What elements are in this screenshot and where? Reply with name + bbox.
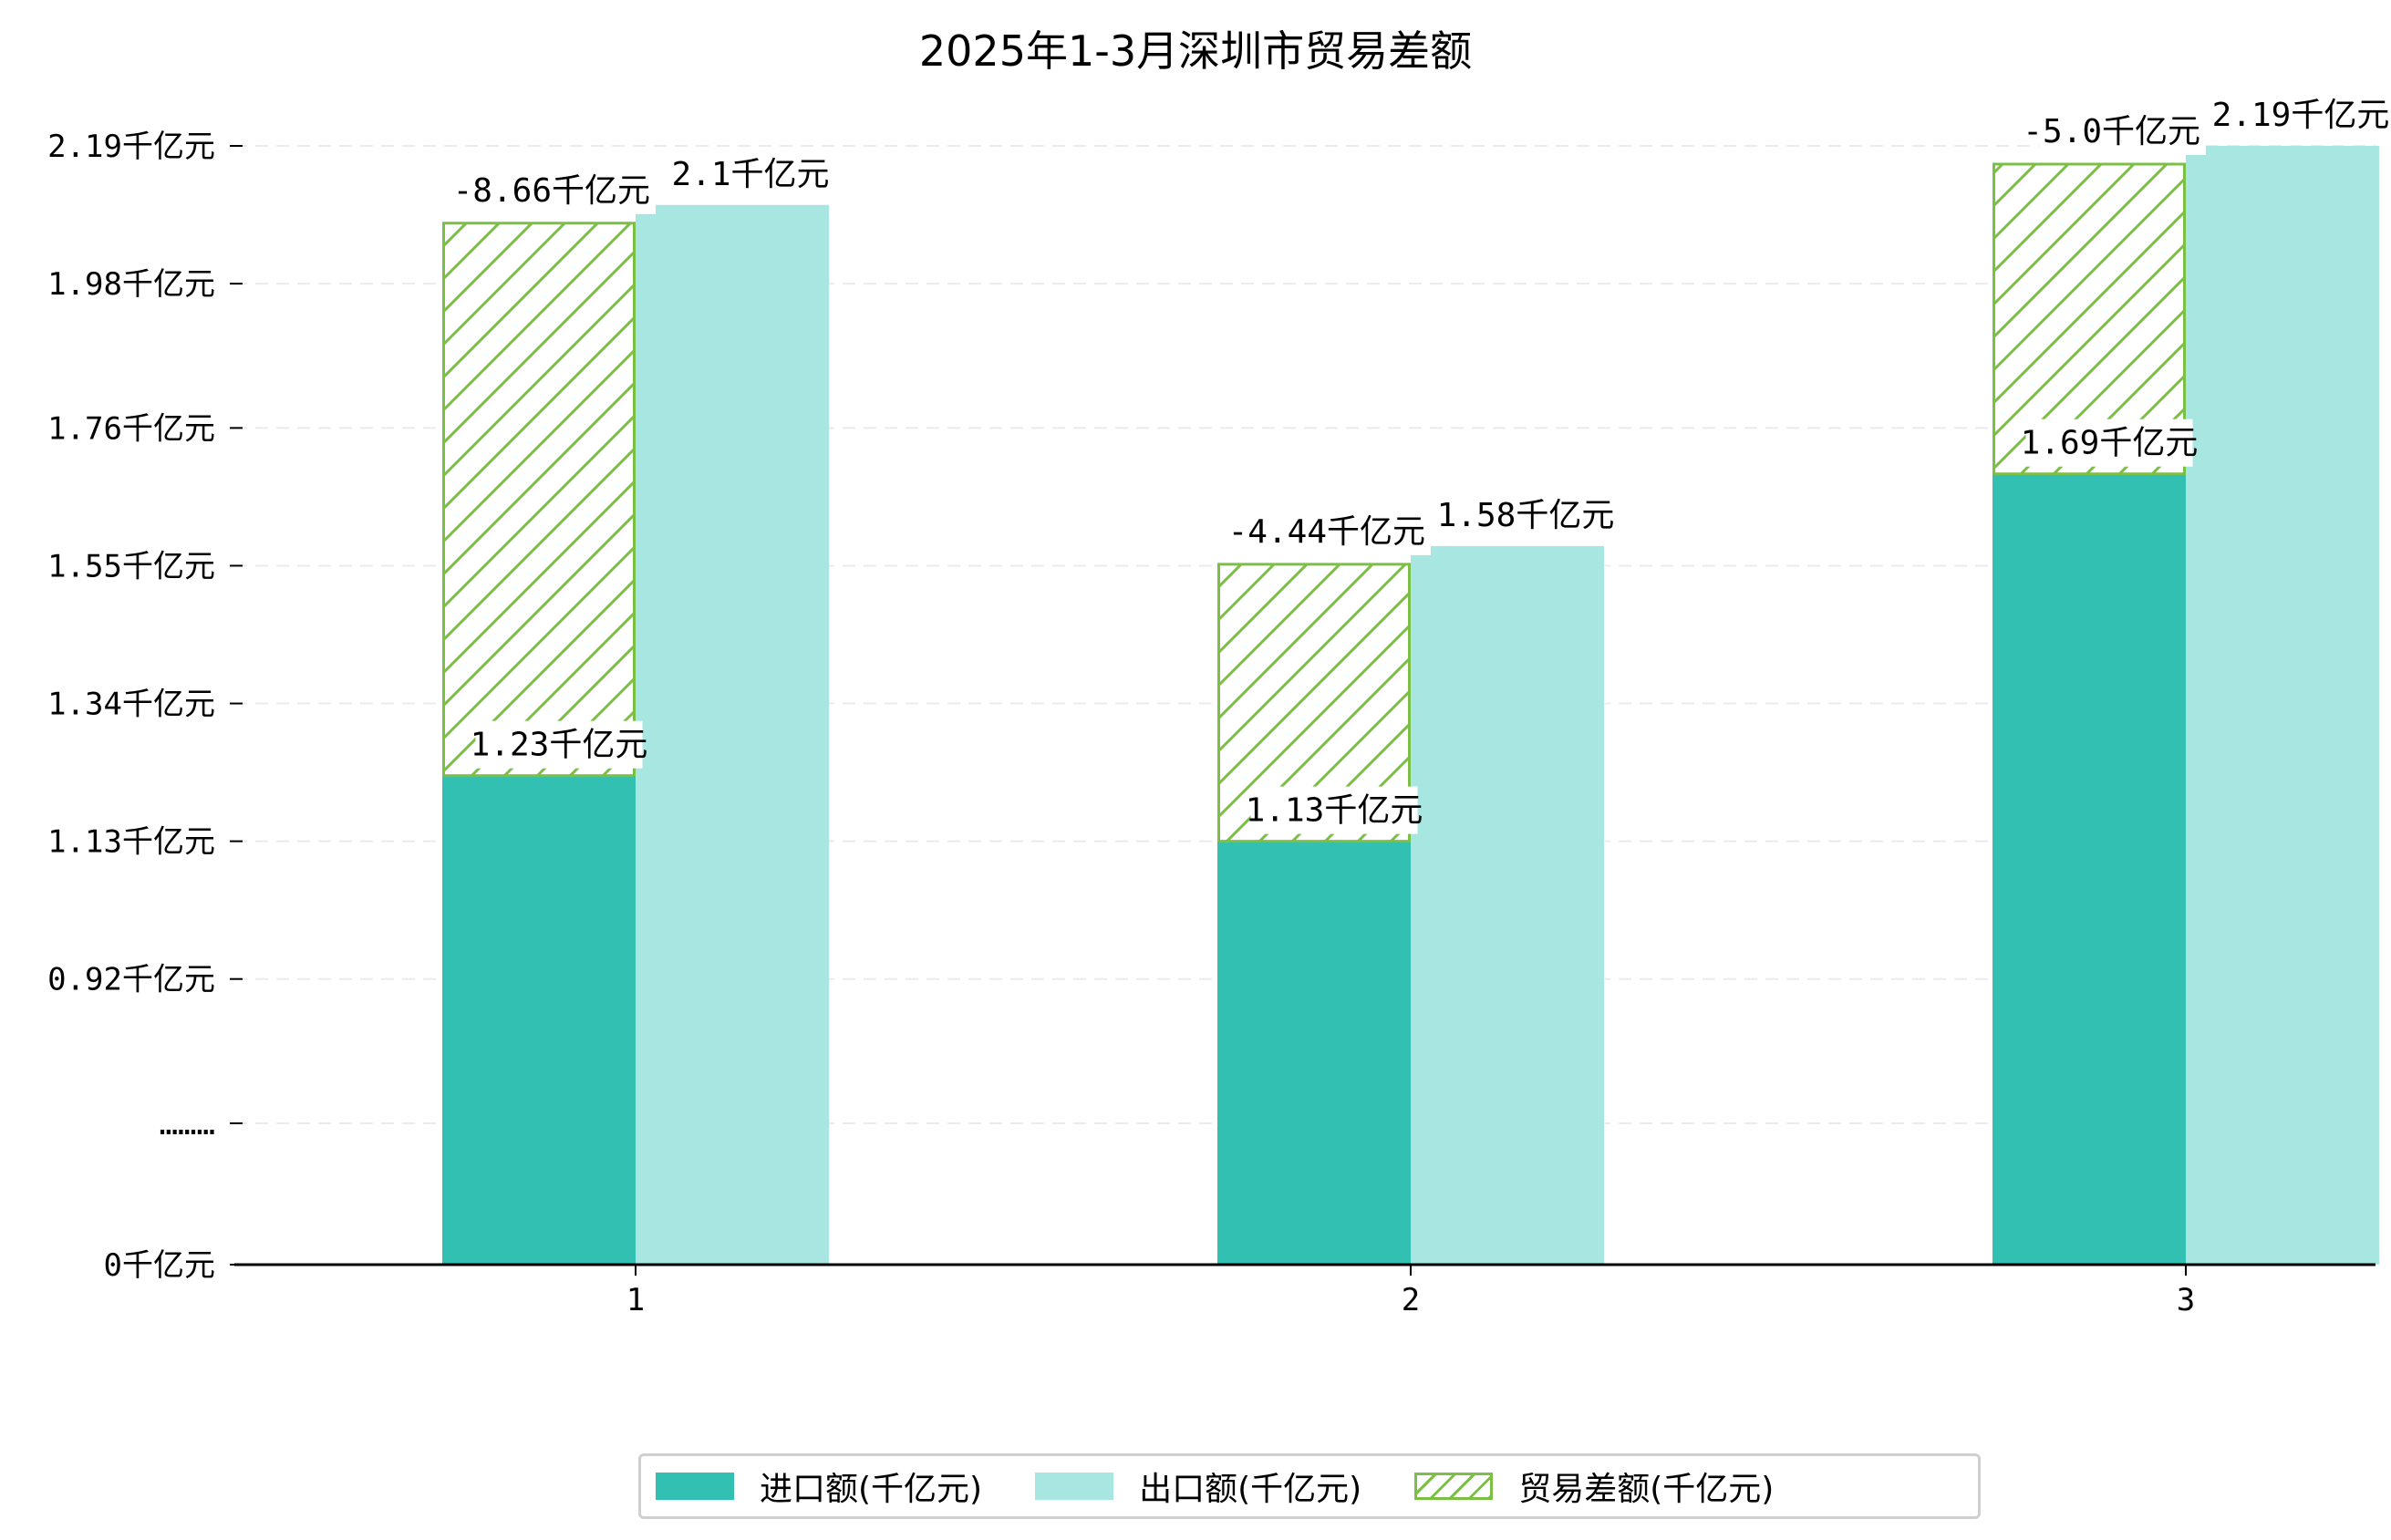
bar-export [1411,545,1604,1265]
data-label-export-group: 2.19千亿元 [2212,91,2390,139]
bar-import [1992,473,2186,1265]
legend-item-balance: 贸易差额(千亿元) [1414,1462,1774,1510]
y-tick-label: 1.98千亿元 [47,266,215,303]
data-label-import-bg [1250,786,1418,834]
data-label-export-bg [2217,91,2385,139]
y-tick-label: 1.76千亿元 [47,410,215,447]
data-label-balance: -5.0千亿元 [2023,113,2200,150]
legend-swatch-import [656,1473,734,1500]
y-tick-label: 2.19千亿元 [47,129,215,165]
data-label-import-group: 1.23千亿元 [471,720,648,769]
data-label-import-group: 1.13千亿元 [1246,786,1423,834]
data-label-balance-group: -5.0千亿元 [2023,108,2206,155]
legend-label-balance: 贸易差额(千亿元) [1518,1471,1775,1508]
data-label-import-group: 1.69千亿元 [2021,419,2199,467]
data-label-import-bg [2025,419,2193,467]
data-label-export-bg [1442,491,1610,539]
legend-item-import: 进口额(千亿元) [656,1462,982,1510]
data-label-balance-group: -8.66千亿元 [453,166,656,214]
x-tick-label: 2 [1402,1282,1420,1318]
data-label-export: 1.58千亿元 [1437,497,1615,534]
data-label-import: 1.23千亿元 [471,727,648,764]
chart-title: 2025年1-3月深圳市贸易差额 [919,26,1472,76]
bar-import [442,775,636,1265]
data-label-import: 1.13千亿元 [1246,792,1423,830]
bar-export [636,204,829,1265]
legend: 进口额(千亿元) 出口额(千亿元) 贸易差额(千亿元) [638,1453,1981,1519]
data-label-balance: -4.44千亿元 [1228,513,1425,551]
y-tick-label: ……… [160,1106,215,1142]
y-tick-label: 1.55千亿元 [47,548,215,584]
bar-export [2186,146,2379,1265]
legend-item-export: 出口额(千亿元) [1035,1462,1361,1510]
y-tick-label: 0.92千亿元 [47,962,215,998]
legend-swatch-export [1035,1473,1114,1500]
data-label-export-bg [678,150,823,198]
data-label-export-group: 1.58千亿元 [1437,491,1615,539]
y-tick-label: 1.34千亿元 [47,687,215,723]
data-label-balance-bg [2039,108,2206,155]
x-tick-label: 1 [626,1282,645,1318]
data-label-balance-group: -4.44千亿元 [1228,507,1431,555]
legend-label-export: 出口额(千亿元) [1139,1471,1362,1508]
legend-swatch-balance [1414,1473,1494,1500]
data-label-export: 2.19千亿元 [2212,97,2390,134]
data-label-balance-bg [468,166,656,214]
data-label-balance: -8.66千亿元 [453,172,650,210]
data-label-import: 1.69千亿元 [2021,425,2199,462]
bar-import [1217,841,1411,1265]
data-label-import-bg [475,720,643,769]
data-label-balance-bg [1243,507,1431,555]
y-tick-label: 1.13千亿元 [47,824,215,861]
legend-label-import: 进口额(千亿元) [760,1471,983,1508]
data-label-export: 2.1千亿元 [671,156,829,193]
y-tick-label: 0千亿元 [104,1247,215,1284]
data-label-export-group: 2.1千亿元 [671,150,830,198]
bar-balance [442,222,636,778]
x-tick-label: 3 [2177,1282,2195,1318]
